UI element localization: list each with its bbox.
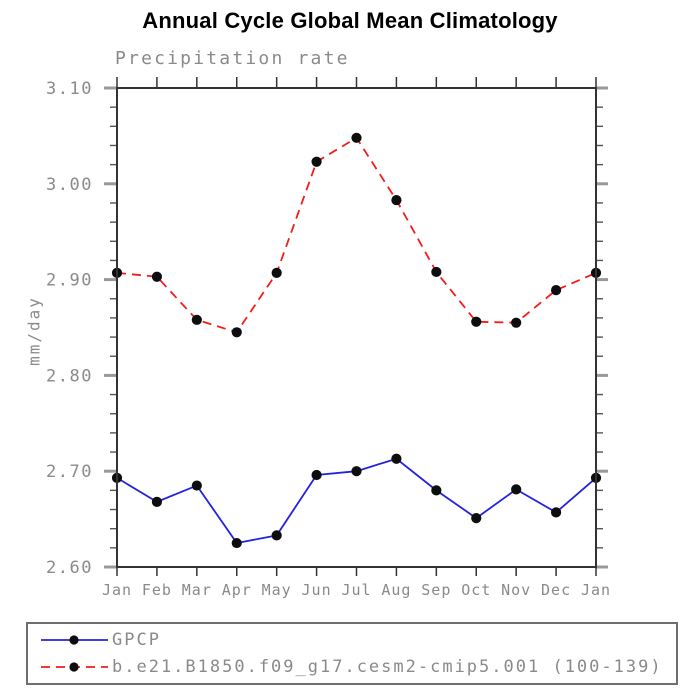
y-tick-label: 3.00 — [46, 175, 93, 195]
chart-title: Annual Cycle Global Mean Climatology — [142, 8, 558, 33]
legend-label-model: b.e21.B1850.f09_g17.cesm2-cmip5.001 (100… — [112, 657, 663, 677]
data-point-marker — [471, 513, 482, 524]
model-line-sample-icon — [41, 662, 108, 672]
x-tick-label: Jul — [341, 581, 371, 599]
data-point-marker — [151, 496, 163, 507]
data-point-marker — [271, 267, 282, 278]
legend-entry-gpcp: GPCP — [40, 629, 676, 651]
data-point-marker — [231, 327, 242, 338]
data-point-marker — [351, 466, 362, 477]
legend-entry-model: b.e21.B1850.f09_g17.cesm2-cmip5.001 (100… — [40, 656, 676, 678]
data-series — [111, 132, 602, 549]
axis-tick-labels: 2.60 2.70 2.80 2.90 3.00 3.10 Jan Feb Mar Apr May J… — [46, 79, 611, 599]
data-point-marker — [550, 507, 562, 518]
data-point-marker — [511, 317, 522, 328]
data-point-marker — [231, 537, 242, 549]
plot-border — [116, 87, 597, 568]
data-point-marker — [511, 484, 522, 495]
model-line — [116, 136, 597, 334]
chart-subtitle: Precipitation rate — [115, 48, 350, 69]
data-point-marker — [471, 316, 482, 327]
axis-ticks — [104, 77, 608, 576]
x-tick-label: Jan — [102, 581, 132, 599]
x-tick-label: Apr — [222, 581, 252, 599]
data-point-marker — [431, 266, 442, 278]
y-tick-label: 2.90 — [46, 271, 93, 291]
legend-label-gpcp: GPCP — [112, 630, 161, 650]
x-tick-label: Oct — [461, 581, 491, 599]
data-point-marker — [311, 469, 322, 481]
data-point-marker — [391, 453, 402, 464]
data-point-marker — [550, 285, 562, 296]
data-point-marker — [191, 480, 202, 491]
x-tick-label: May — [262, 581, 292, 599]
data-point-marker — [311, 156, 322, 167]
x-tick-label: Feb — [142, 581, 172, 599]
y-tick-label: 2.70 — [46, 462, 93, 482]
y-tick-label: 2.80 — [46, 366, 93, 386]
y-tick-label: 2.60 — [46, 558, 93, 578]
x-tick-label: Jan — [581, 581, 611, 599]
data-point-marker — [191, 314, 202, 325]
data-point-marker — [431, 485, 442, 496]
legend-box: GPCP b.e21.B1850.f09_g17.cesm2-cmip5.001… — [26, 622, 678, 685]
data-point-marker — [351, 132, 362, 143]
x-tick-label: Sep — [421, 581, 451, 599]
x-tick-label: Dec — [541, 581, 571, 599]
data-point-marker — [271, 530, 282, 541]
y-tick-label: 3.10 — [46, 79, 93, 99]
x-tick-label: Aug — [381, 581, 411, 599]
data-point-marker — [391, 194, 402, 206]
x-tick-label: Mar — [182, 581, 212, 599]
gpcp-line-sample-icon — [41, 635, 108, 645]
x-tick-label: Nov — [501, 581, 531, 599]
x-tick-label: Jun — [302, 581, 332, 599]
data-point-marker — [151, 271, 163, 282]
